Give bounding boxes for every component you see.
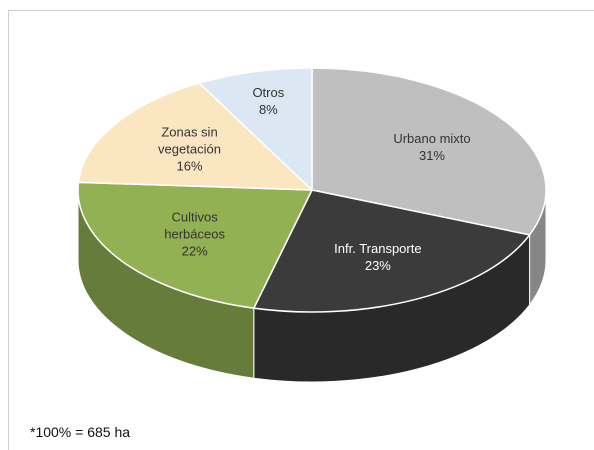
slice	[197, 67, 313, 192]
slice	[77, 82, 314, 191]
category: Otros	[252, 85, 285, 101]
slice-label: Zonas sin vegetación 16%	[138, 124, 242, 175]
slice	[77, 181, 314, 309]
slice-label: Urbano mixto 31%	[393, 130, 470, 164]
value-label: 31%	[418, 148, 445, 164]
chart-frame	[8, 10, 594, 450]
category: Cultivos herbáceos	[164, 209, 225, 242]
value-label: 16%	[176, 158, 203, 174]
footnote: *100% = 685 ha	[30, 424, 131, 440]
slice-label: Otros 8%	[252, 84, 284, 118]
slice-label: Cultivos herbáceos 22%	[143, 209, 247, 260]
value-label: 23%	[364, 258, 391, 274]
value-label: 22%	[181, 243, 208, 259]
slice	[311, 67, 547, 236]
category: Infr. Transporte	[334, 241, 422, 257]
slice-label: Infr. Transporte 23%	[334, 240, 421, 274]
value-label: 8%	[258, 102, 278, 118]
category: Zonas sin vegetación	[158, 124, 221, 157]
category: Urbano mixto	[393, 131, 471, 147]
slice	[252, 189, 531, 313]
